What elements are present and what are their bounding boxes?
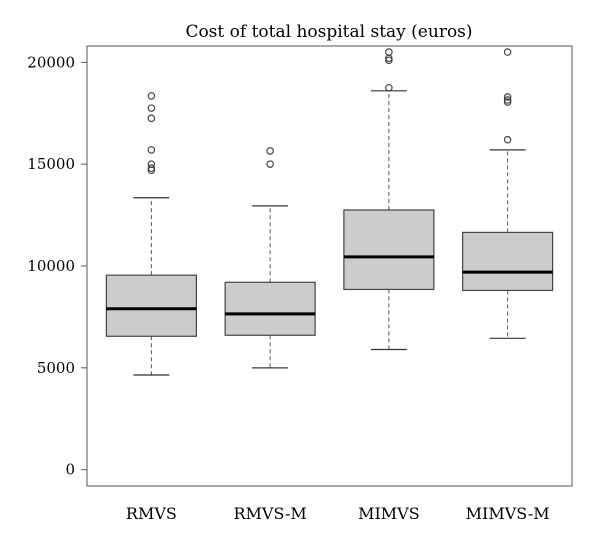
- outlier-point: [266, 160, 274, 168]
- outlier-point: [147, 146, 156, 154]
- x-category-label-4: MIMVS-M: [466, 504, 550, 523]
- iqr-box: [462, 231, 554, 292]
- y-tick-label-4: 20000: [27, 53, 75, 71]
- outlier-point: [385, 48, 393, 56]
- box-1: [105, 92, 197, 376]
- outlier-point: [147, 104, 156, 112]
- outlier-point: [503, 96, 512, 104]
- y-tick-label-1: 5000: [37, 359, 75, 377]
- outlier-point: [266, 147, 274, 155]
- chart-title: Cost of total hospital stay (euros): [185, 22, 472, 42]
- outlier-point: [147, 114, 156, 123]
- y-tick-label-2: 10000: [27, 257, 75, 275]
- outlier-point: [503, 48, 512, 56]
- y-axis: 0 5000 10000 15000 20000: [27, 53, 87, 479]
- outlier-point: [147, 160, 156, 168]
- x-category-label-2: RMVS-M: [233, 504, 306, 523]
- y-tick-label-0: 0: [65, 461, 75, 479]
- outlier-point: [147, 164, 156, 173]
- x-category-label-3: MIMVS: [358, 504, 420, 523]
- y-tick-label-3: 15000: [27, 155, 75, 173]
- outlier-point: [503, 135, 512, 144]
- outlier-point: [147, 92, 156, 100]
- box-3: [343, 48, 435, 351]
- iqr-box: [224, 281, 316, 336]
- x-category-label-1: RMVS: [126, 504, 177, 523]
- x-axis-labels: RMVS RMVS-M MIMVS MIMVS-M: [126, 504, 550, 523]
- outlier-point: [385, 83, 393, 92]
- boxes: [105, 48, 554, 376]
- box-2: [224, 147, 316, 369]
- iqr-box: [105, 274, 197, 337]
- box-4: [462, 48, 554, 339]
- iqr-box: [343, 209, 435, 291]
- outlier-point: [503, 93, 512, 101]
